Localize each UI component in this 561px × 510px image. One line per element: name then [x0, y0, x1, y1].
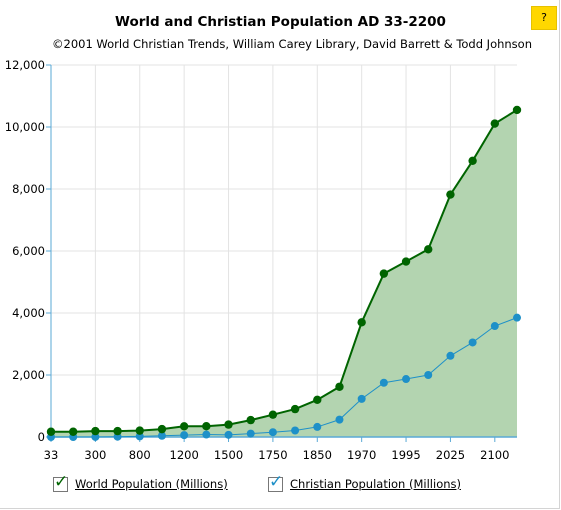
legend-item-world-population[interactable]: ✓ World Population (Millions) — [53, 472, 228, 493]
world-population-point — [401, 257, 411, 266]
world-population-point — [91, 426, 100, 436]
checkmark-icon: ✓ — [269, 471, 284, 492]
world-population-point — [224, 420, 233, 429]
checkbox-christian-population[interactable]: ✓ — [268, 472, 283, 492]
world-population-point — [113, 426, 122, 436]
christian-population-point — [180, 431, 189, 440]
y-tick-label: 4,000 — [12, 306, 45, 320]
y-tick-label: 12,000 — [5, 58, 45, 72]
world-population-point — [202, 422, 211, 431]
x-tick-label: 1500 — [214, 448, 243, 462]
legend-label-world-population: World Population (Millions) — [75, 477, 228, 491]
y-tick-label: 2,000 — [12, 368, 45, 382]
world-population-area — [51, 109, 517, 437]
y-tick-label: 0 — [38, 430, 45, 444]
world-population-point — [68, 427, 78, 436]
world-population-point — [135, 426, 144, 435]
x-tick-label: 1200 — [170, 448, 199, 462]
legend-label-christian-population: Christian Population (Millions) — [290, 477, 461, 491]
christian-population-line — [51, 317, 518, 438]
christian-population-point — [91, 432, 100, 441]
christian-population-point — [135, 432, 144, 441]
world-population-point — [246, 415, 255, 425]
christian-population-point — [224, 430, 233, 439]
x-tick-label: 2100 — [480, 448, 509, 462]
y-tick-label: 8,000 — [12, 182, 45, 196]
world-population-point — [512, 105, 522, 115]
christian-population-point — [157, 431, 166, 440]
chart-title: World and Christian Population AD 33-220… — [115, 14, 446, 30]
world-population-point — [446, 190, 455, 199]
christian-population-point — [357, 394, 366, 403]
world-population-point — [290, 404, 300, 414]
world-population-point — [157, 424, 167, 434]
world-population-point — [379, 269, 389, 278]
christian-population-point — [246, 429, 255, 438]
christian-population-point — [313, 422, 322, 431]
x-tick-label: 1850 — [303, 448, 332, 462]
x-tick-label: 33 — [44, 448, 59, 462]
world-population-point — [468, 156, 477, 165]
x-tick-label: 1970 — [347, 448, 376, 462]
world-population-point — [490, 119, 500, 128]
help-button[interactable]: ? — [531, 6, 557, 30]
world-population-point — [46, 427, 56, 436]
world-population-point — [313, 395, 322, 404]
world-population-line — [51, 109, 518, 433]
christian-population-point — [335, 415, 344, 424]
x-tick-label: 1750 — [258, 448, 287, 462]
y-tick-label: 10,000 — [5, 120, 45, 134]
checkbox-world-population[interactable]: ✓ — [53, 472, 68, 492]
christian-population-point — [268, 428, 277, 437]
legend-item-christian-population[interactable]: ✓ Christian Population (Millions) — [268, 472, 461, 493]
x-tick-label: 2025 — [436, 448, 465, 462]
world-population-point — [179, 422, 189, 431]
x-tick-label: 800 — [129, 448, 151, 462]
world-population-point — [424, 245, 433, 254]
world-population-point — [268, 410, 278, 419]
christian-population-point — [202, 430, 211, 439]
christian-population-point — [291, 426, 300, 435]
christian-population-point — [402, 375, 411, 384]
christian-population-point — [424, 371, 433, 379]
christian-population-point — [468, 338, 477, 347]
chart-subtitle: ©2001 World Christian Trends, William Ca… — [52, 37, 533, 51]
x-tick-label: 1995 — [391, 448, 420, 462]
christian-population-point — [513, 313, 521, 322]
world-population-point — [335, 382, 344, 391]
x-tick-label: 300 — [84, 448, 106, 462]
christian-population-point — [379, 378, 388, 387]
christian-population-point — [490, 322, 499, 331]
world-population-point — [357, 318, 366, 327]
y-tick-label: 6,000 — [12, 244, 45, 258]
christian-population-point — [446, 351, 455, 360]
checkmark-icon: ✓ — [54, 471, 69, 492]
